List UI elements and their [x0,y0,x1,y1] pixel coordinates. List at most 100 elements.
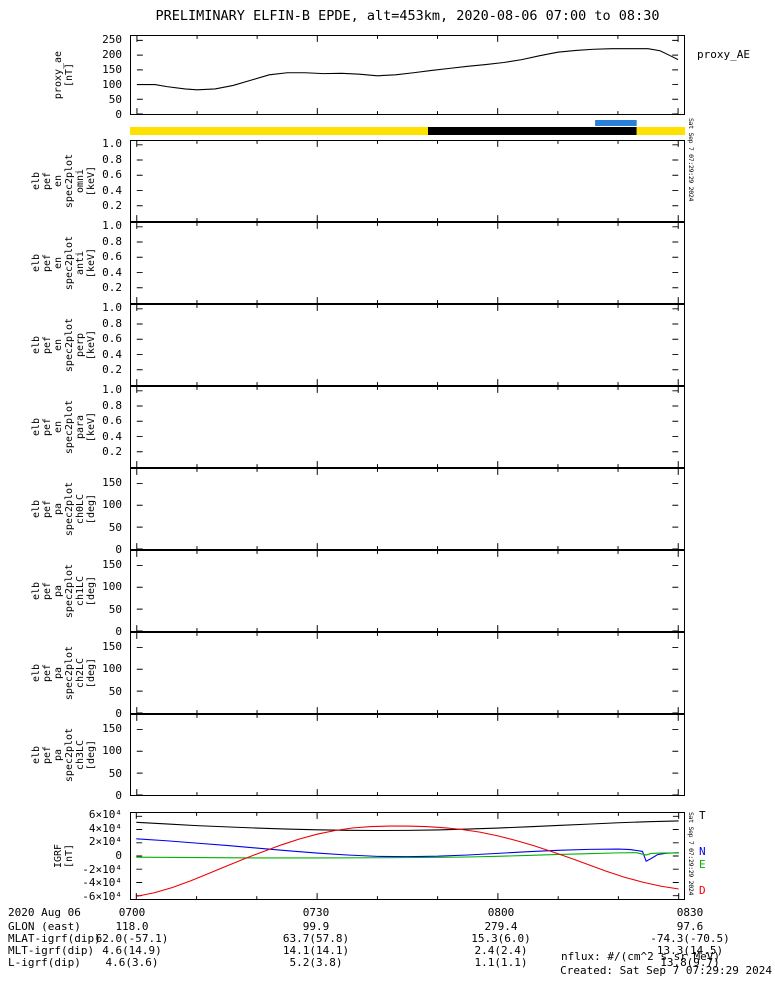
footer-value: 1.1(1.1) [474,956,528,969]
footer-value: 63.7(57.8) [282,932,350,945]
y-tick-label: 50 [108,685,122,698]
en-perp-plot [130,304,685,386]
created-timestamp: Created: Sat Sep 7 07:29:29 2024 [560,964,772,977]
footer-value: 62.0(-57.1) [95,932,169,945]
footer-value: 13.3(14.5) [656,944,724,957]
panel-pa-ch2lc: elb pef pa spec2plot ch2LC [deg] 0 50 100 1… [0,632,775,720]
y-tick-label: 0.4 [102,266,122,279]
nflux-units-label: nflux: #/(cm^2 s sr MeV) [561,950,720,963]
y-tick-label: 1.0 [102,383,122,396]
status-bar [130,120,685,135]
footer-date: 2020 Aug 06 [8,906,81,919]
pa-ch0lc-y-ticks: 0 50 100 150 [0,468,126,556]
footer-value: 15.3(6.0) [471,932,531,945]
footer-value: 4.6(14.9) [102,944,162,957]
footer-value: 5.2(3.8) [289,956,343,969]
y-tick-label: 0.2 [102,445,122,458]
panel-en-anti: elb pef en spec2plot anti [keV] 0.2 0.4 0.… [0,219,775,304]
footer-value: 14.1(14.1) [282,944,350,957]
panel-pa-ch1lc: elb pef pa spec2plot ch1LC [deg] 0 50 100 1… [0,550,775,638]
en-anti-y-ticks: 0.2 0.4 0.6 0.8 1.0 [0,219,126,304]
proxy-ae-right-label: proxy_AE [697,48,750,61]
footer-row-label: L-igrf(dip) [8,956,81,969]
y-tick-label: 100 [102,580,122,593]
pa-ch2lc-y-ticks: 0 50 100 150 [0,632,126,720]
y-tick-label: 0.6 [102,250,122,263]
created-timestamp-vertical-top: Sat Sep 7 07:29:29 2024 [687,118,695,202]
x-tick-label-0700: 0700 [118,906,146,919]
igrf-y-ticks: 6×10⁴ 4×10⁴ 2×10⁴ 0 -2×10⁴ -4×10⁴ -6×10⁴ [0,808,126,903]
y-tick-label: 50 [108,767,122,780]
footer-value: 99.9 [302,920,330,933]
y-tick-label: 100 [102,744,122,757]
footer-row-label: MLT-igrf(dip) [8,944,95,957]
footer-row-mlat: MLAT-igrf(dip) 62.0(-57.1) 63.7(57.8) 15… [0,932,775,945]
created-timestamp-vertical-bottom: Sat Sep 7 07:29:29 2024 [687,812,695,896]
y-tick-label: 6×10⁴ [88,808,122,821]
igrf-legend-n: N [699,845,706,858]
y-tick-label: 0.8 [102,399,122,412]
footer-annotations: 2020 Aug 06 0700 0730 0800 0830 GLON (ea… [0,904,775,1000]
en-omni-plot [130,140,685,222]
y-tick-label: 150 [102,722,122,735]
pa-ch3lc-plot [130,714,685,796]
y-tick-label: 100 [102,498,122,511]
y-tick-label: 0.2 [102,199,122,212]
y-tick-label: 0 [115,707,122,720]
y-tick-label: 0.6 [102,168,122,181]
igrf-plot [130,812,685,900]
x-tick-label-0800: 0800 [487,906,515,919]
y-tick-label: -6×10⁴ [82,890,122,903]
y-tick-label: 0.4 [102,430,122,443]
y-tick-label: -4×10⁴ [82,876,122,889]
en-omni-y-ticks: 0.2 0.4 0.6 0.8 1.0 [0,137,126,222]
igrf-legend-t: T [699,809,706,822]
y-tick-label: 1.0 [102,301,122,314]
y-tick-label: 0 [115,789,122,802]
y-tick-label: 0 [115,625,122,638]
y-tick-label: 0 [115,108,122,121]
igrf-legend-d: D [699,884,706,897]
y-tick-label: 50 [108,521,122,534]
y-tick-label: 0.8 [102,235,122,248]
panel-proxy-ae: proxy_ae [nT] 0 50 100 150 200 250 [0,33,775,121]
footer-row-l-shell: L-igrf(dip) 4.6(3.6) 5.2(3.8) 1.1(1.1) 1… [0,956,775,969]
panel-en-omni: elb pef en spec2plot omni [keV] 0.2 0.4 0.… [0,137,775,222]
y-tick-label: 0 [115,543,122,556]
proxy-ae-plot [130,35,685,115]
y-tick-label: 100 [102,662,122,675]
y-tick-label: 50 [108,603,122,616]
footer-row-mlt: MLT-igrf(dip) 4.6(14.9) 14.1(14.1) 2.4(2… [0,944,775,957]
pa-ch1lc-plot [130,550,685,632]
y-tick-label: 0.2 [102,281,122,294]
panel-en-para: elb pef en spec2plot para [keV] 0.2 0.4 0.… [0,383,775,468]
footer-value: 13.8(9.7) [660,956,720,969]
y-tick-label: 4×10⁴ [88,822,122,835]
footer-row-glon: GLON (east) 118.0 99.9 279.4 97.6 [0,920,775,933]
y-tick-label: 0 [115,849,122,862]
y-tick-label: 0.4 [102,184,122,197]
y-tick-label: 0.8 [102,317,122,330]
y-tick-label: 150 [102,63,122,76]
panel-igrf: IGRF [nT] 6×10⁴ 4×10⁴ 2×10⁴ 0 -2×10⁴ -4×10⁴ -6… [0,808,775,903]
footer-value: -74.3(-70.5) [650,932,730,945]
y-tick-label: 1.0 [102,219,122,232]
y-tick-label: 0.4 [102,348,122,361]
pa-ch3lc-y-ticks: 0 50 100 150 [0,714,126,802]
pa-ch0lc-plot [130,468,685,550]
en-para-plot [130,386,685,468]
y-tick-label: 250 [102,33,122,46]
y-tick-label: 1.0 [102,137,122,150]
panel-pa-ch0lc: elb pef pa spec2plot ch0LC [deg] 0 50 100 1… [0,468,775,556]
en-anti-plot [130,222,685,304]
y-tick-label: 50 [108,93,122,106]
y-tick-label: 150 [102,640,122,653]
y-tick-label: 0.6 [102,332,122,345]
panel-pa-ch3lc: elb pef pa spec2plot ch3LC [deg] 0 50 100 1… [0,714,775,802]
panel-en-perp: elb pef en spec2plot perp [keV] 0.2 0.4 0.… [0,301,775,386]
pa-ch2lc-plot [130,632,685,714]
y-tick-label: 2×10⁴ [88,835,122,848]
y-tick-label: 0.6 [102,414,122,427]
footer-value: 4.6(3.6) [105,956,159,969]
plot-title: PRELIMINARY ELFIN-B EPDE, alt=453km, 202… [155,8,660,24]
